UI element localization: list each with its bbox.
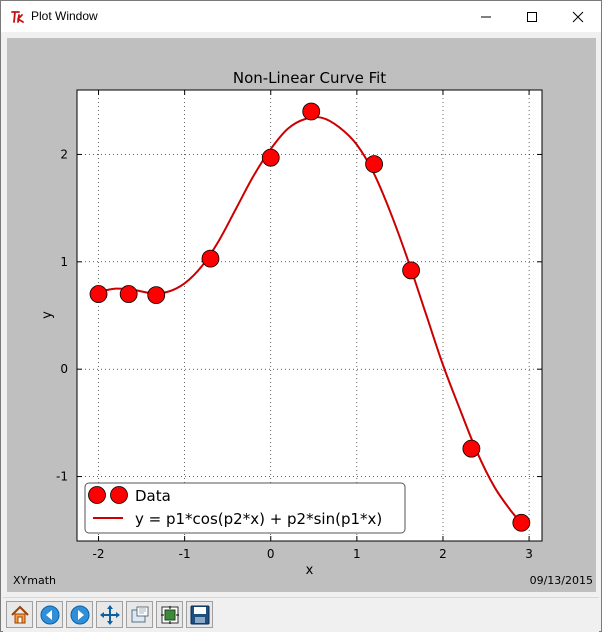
y-tick-label: 0 <box>60 362 68 376</box>
home-button[interactable] <box>6 601 33 628</box>
arrow-left-icon <box>40 605 59 624</box>
data-point <box>402 261 421 280</box>
x-tick-label: -1 <box>179 547 191 561</box>
data-point <box>365 155 383 173</box>
minimize-button[interactable] <box>463 1 509 32</box>
data-point <box>201 249 220 268</box>
arrow-right-icon <box>70 605 89 624</box>
forward-button[interactable] <box>66 601 93 628</box>
x-tick-label: 2 <box>439 547 447 561</box>
legend-label-data: Data <box>135 487 171 505</box>
close-icon <box>572 11 584 22</box>
x-tick-label: 3 <box>525 547 533 561</box>
subplots-button[interactable] <box>156 601 183 628</box>
maximize-icon <box>527 11 537 22</box>
x-axis-label: x <box>306 563 314 578</box>
data-point <box>462 439 481 458</box>
status-date: 09/13/2015 <box>529 574 593 587</box>
data-point <box>261 148 280 167</box>
title-bar[interactable]: Plot Window <box>1 1 601 32</box>
data-point <box>512 513 531 532</box>
y-tick-label: 2 <box>60 147 68 161</box>
subplots-icon <box>160 605 179 624</box>
data-point <box>302 102 321 121</box>
data-point <box>147 286 166 304</box>
status-app-name: XYmath <box>13 574 56 587</box>
zoom-button[interactable] <box>126 601 153 628</box>
y-axis-label: y <box>40 311 55 319</box>
window-title: Plot Window <box>31 9 98 23</box>
y-tick-label: 1 <box>60 255 68 269</box>
y-tick-label: -1 <box>56 470 68 484</box>
legend-label-fit: y = p1*cos(p2*x) + p2*sin(p1*x) <box>135 510 382 528</box>
legend-marker-data-2 <box>110 486 128 504</box>
back-button[interactable] <box>36 601 63 628</box>
save-button[interactable] <box>186 601 213 628</box>
navigation-toolbar <box>3 597 599 632</box>
data-point <box>119 285 138 303</box>
chart-title: Non-Linear Curve Fit <box>233 69 386 87</box>
zoom-rect-icon <box>131 606 148 622</box>
x-tick-label: 1 <box>353 547 361 561</box>
x-tick-label: -2 <box>93 547 105 561</box>
minimize-icon <box>481 16 491 17</box>
maximize-button[interactable] <box>509 1 555 32</box>
legend: Data y = p1*cos(p2*x) + p2*sin(p1*x) <box>84 482 406 534</box>
data-point <box>89 285 108 303</box>
x-tick-label: 0 <box>267 547 275 561</box>
plot-area <box>76 89 543 542</box>
legend-box <box>84 482 406 534</box>
close-button[interactable] <box>555 1 601 32</box>
tk-feather-icon <box>11 11 24 23</box>
pan-button[interactable] <box>96 601 123 628</box>
home-icon <box>10 605 29 623</box>
legend-marker-data-1 <box>88 486 106 504</box>
move-arrows-icon <box>99 604 120 625</box>
floppy-disk-icon <box>190 605 209 624</box>
